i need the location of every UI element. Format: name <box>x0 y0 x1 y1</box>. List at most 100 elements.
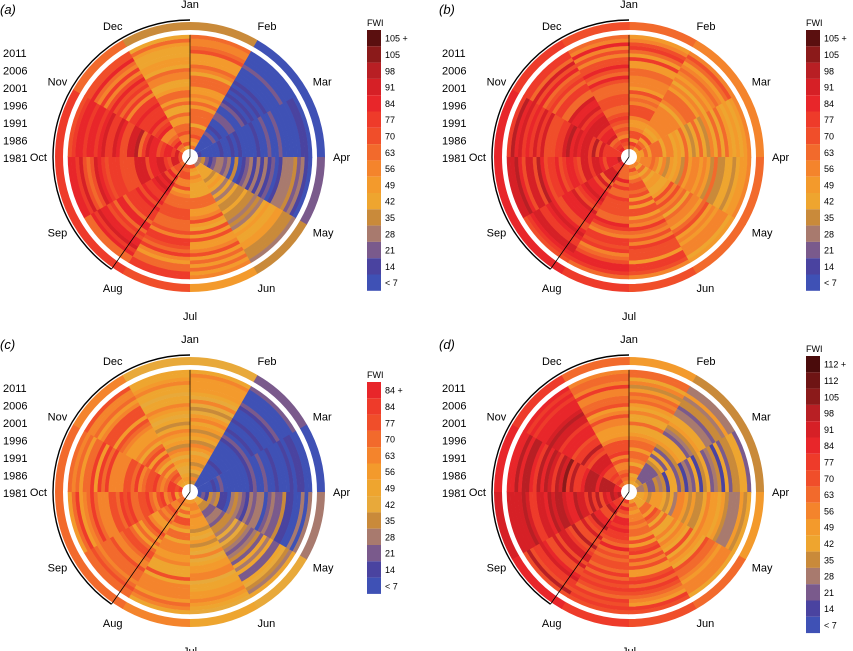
fwi-cell <box>163 439 191 451</box>
fwi-cell <box>219 138 228 158</box>
fwi-cell <box>666 89 697 121</box>
fwi-cell <box>633 146 640 154</box>
season-arc <box>52 19 191 270</box>
fwi-cell <box>190 97 221 109</box>
fwi-cell <box>629 480 636 486</box>
fwi-cell <box>235 463 247 493</box>
legend-label: 14 <box>385 565 395 575</box>
season-radius-line <box>550 156 630 270</box>
month-label-sep: Sep <box>487 228 507 240</box>
fwi-cell <box>90 392 136 437</box>
legend-swatch <box>806 160 820 177</box>
fwi-cell <box>156 89 191 103</box>
fwi-cell <box>163 156 171 171</box>
fwi-cell <box>651 492 660 508</box>
outer-ring-segment <box>55 423 81 492</box>
legend-label: 63 <box>824 148 834 158</box>
fwi-cell <box>554 82 589 117</box>
fwi-cell <box>232 414 268 450</box>
fwi-cell <box>610 454 630 463</box>
fwi-cell <box>506 430 527 492</box>
fwi-cell <box>557 195 591 228</box>
fwi-cell <box>684 57 729 103</box>
fwi-cell <box>201 168 214 181</box>
fwi-cell <box>279 492 298 547</box>
fwi-cell <box>617 508 629 516</box>
fwi-cell <box>241 63 284 106</box>
fwi-cell <box>189 198 217 210</box>
fwi-cell <box>545 202 583 241</box>
fwi-cell <box>251 119 265 158</box>
fwi-cell <box>629 133 641 141</box>
fwi-cell <box>141 182 164 206</box>
fwi-cell <box>569 38 630 58</box>
fwi-cell <box>608 115 630 125</box>
fwi-cell <box>648 157 656 171</box>
fwi-cell <box>146 227 190 243</box>
fwi-cell <box>189 578 242 596</box>
fwi-cell <box>154 549 190 563</box>
year-label: 2001 <box>3 83 27 95</box>
fwi-cell <box>130 461 142 492</box>
fwi-cell <box>561 156 575 191</box>
fwi-cell <box>604 108 630 119</box>
fwi-cell <box>223 95 252 124</box>
outer-ring-segment <box>299 89 325 158</box>
outer-ring-segment <box>299 157 325 226</box>
fwi-cell <box>93 491 110 541</box>
fwi-cell <box>190 443 215 454</box>
fwi-cell <box>276 440 294 493</box>
month-label-oct: Oct <box>469 152 486 164</box>
fwi-cell <box>228 492 239 517</box>
fwi-cell <box>244 458 258 493</box>
fwi-cell <box>678 402 720 443</box>
legend-swatch <box>367 496 381 513</box>
outer-ring-segment <box>73 374 128 429</box>
fwi-cell <box>189 575 241 593</box>
fwi-cell <box>166 491 174 504</box>
fwi-cell <box>106 73 145 111</box>
fwi-cell <box>551 534 587 570</box>
fwi-cell <box>597 428 630 441</box>
fwi-cell <box>148 491 158 513</box>
fwi-cell <box>190 402 236 419</box>
fwi-cell <box>154 510 172 528</box>
fwi-cell <box>174 126 191 135</box>
fwi-cell <box>567 525 596 554</box>
fwi-cell <box>628 543 661 556</box>
fwi-cell <box>661 471 671 493</box>
fwi-cell <box>197 475 207 485</box>
fwi-cell <box>661 157 671 178</box>
fwi-cell <box>189 565 235 582</box>
fwi-cell <box>529 211 574 257</box>
outer-ring-segment <box>738 492 764 561</box>
fwi-cell <box>589 413 630 428</box>
fwi-cell <box>133 128 145 157</box>
legend-swatch <box>806 535 820 552</box>
fwi-cell <box>189 218 228 232</box>
fwi-cell <box>693 452 708 493</box>
fwi-cell <box>570 433 598 461</box>
fwi-wedges <box>506 34 752 280</box>
outer-ring-segment <box>252 555 307 610</box>
fwi-cell <box>228 195 261 229</box>
fwi-cell <box>163 198 190 210</box>
fwi-cell <box>554 197 589 232</box>
fwi-cell <box>137 156 149 184</box>
fwi-cell <box>122 528 153 560</box>
fwi-cell <box>78 435 98 492</box>
fwi-cell <box>640 468 653 481</box>
outer-ring-segment <box>629 22 698 48</box>
fwi-cell <box>551 414 587 450</box>
fwi-cell <box>545 73 584 111</box>
fwi-cell <box>658 492 667 512</box>
fwi-cell <box>189 253 248 272</box>
outer-ring-segment <box>691 555 746 610</box>
fwi-cell <box>148 471 158 492</box>
fwi-cell <box>160 432 191 444</box>
fwi-cell <box>596 543 629 556</box>
fwi-cell <box>93 545 137 589</box>
fwi-cell <box>82 156 101 211</box>
fwi-cell <box>93 395 137 439</box>
fwi-cell <box>254 492 269 532</box>
